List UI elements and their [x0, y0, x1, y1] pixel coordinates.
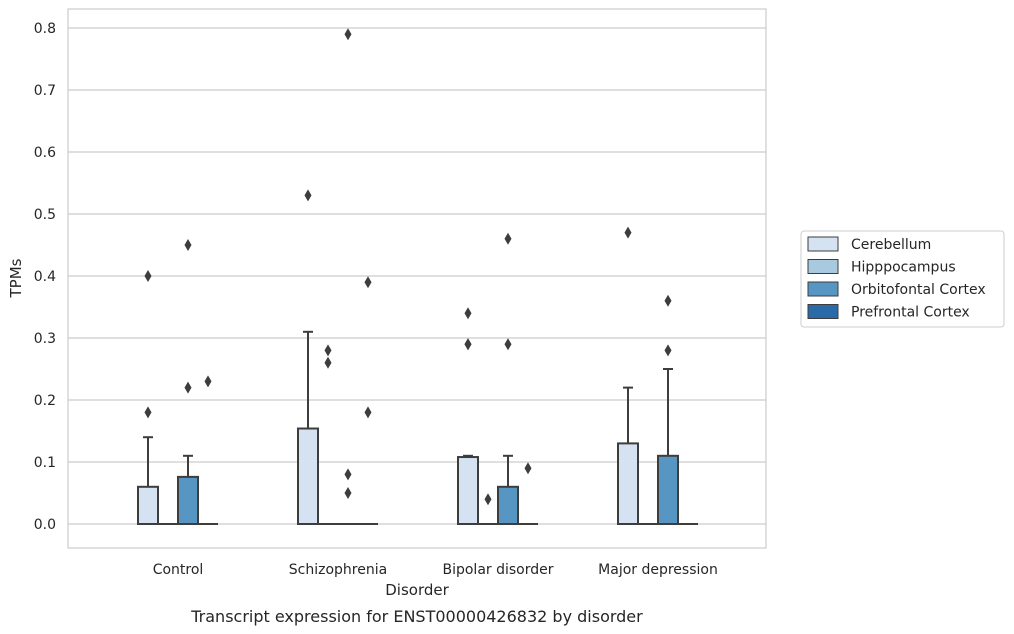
outlier-point	[464, 307, 472, 320]
legend-swatch	[807, 259, 839, 274]
y-tick-labels: 0.0 0.1 0.2 0.3 0.4 0.5 0.6 0.7 0.8	[34, 21, 56, 533]
legend-swatch	[807, 236, 839, 252]
outlier-point	[524, 462, 532, 475]
y-tick-label: 0.6	[34, 145, 56, 161]
outlier-point	[344, 468, 352, 481]
box-body	[657, 454, 679, 525]
outlier-point	[664, 344, 672, 357]
box-body	[137, 485, 159, 525]
outlier-point	[624, 226, 632, 239]
box-body	[497, 485, 519, 525]
outlier-point	[184, 381, 192, 394]
y-tick-label: 0.1	[34, 455, 56, 471]
legend-label: Hipppocampus	[851, 260, 956, 276]
box	[177, 239, 199, 526]
x-tick-label: Bipolar disorder	[442, 562, 553, 578]
series-prefrontal-cortex	[198, 276, 698, 525]
box	[497, 232, 519, 525]
outlier-point	[324, 356, 332, 369]
box	[198, 375, 218, 525]
box-body	[297, 427, 319, 525]
box	[338, 28, 358, 525]
series-orbitofontal-cortex	[177, 28, 679, 526]
outlier-point	[144, 406, 152, 419]
y-tick-label: 0.5	[34, 207, 56, 223]
box-body	[177, 475, 199, 526]
outlier-point	[664, 294, 672, 307]
box	[518, 462, 538, 525]
box-series	[137, 28, 698, 526]
box	[297, 189, 319, 525]
legend-swatch	[807, 304, 839, 319]
box	[478, 493, 498, 525]
figure-caption: Transcript expression for ENST0000042683…	[190, 607, 643, 626]
outlier-point	[484, 493, 492, 506]
series-hipppocampus	[158, 344, 658, 525]
outlier-point	[504, 232, 512, 245]
box-body	[457, 456, 479, 526]
outlier-point	[344, 28, 352, 41]
outlier-point	[364, 276, 372, 289]
outlier-point	[204, 375, 212, 388]
legend-swatch	[807, 281, 839, 297]
x-axis-title: Disorder	[385, 581, 449, 599]
legend-frame	[800, 230, 1005, 328]
outlier-point	[184, 239, 192, 251]
box	[358, 276, 378, 525]
y-tick-label: 0.7	[34, 83, 56, 99]
outlier-point	[504, 338, 512, 351]
box	[318, 344, 338, 525]
outlier-point	[464, 338, 472, 351]
box	[137, 270, 159, 525]
legend-label: Prefrontal Cortex	[851, 305, 970, 321]
x-tick-label: Major depression	[598, 562, 718, 578]
box-body	[617, 442, 639, 525]
y-tick-label: 0.0	[34, 517, 56, 533]
outlier-point	[344, 487, 352, 499]
box	[657, 294, 679, 525]
box	[617, 226, 639, 525]
legend-label: Orbitofontal Cortex	[851, 282, 986, 298]
x-tick-label: Schizophrenia	[289, 562, 387, 578]
legend-label: Cerebellum	[851, 237, 931, 253]
y-tick-label: 0.4	[34, 269, 56, 285]
plot-frame	[67, 8, 767, 549]
outlier-point	[304, 189, 312, 202]
series-cerebellum	[137, 189, 639, 526]
outlier-point	[364, 406, 372, 419]
y-tick-label: 0.3	[34, 331, 56, 347]
box	[457, 307, 479, 526]
legend: Cerebellum Hipppocampus Orbitofontal Corte…	[800, 230, 1005, 328]
outlier-point	[144, 270, 152, 282]
plot-area	[68, 9, 766, 548]
outlier-point	[324, 344, 332, 357]
x-tick-labels: Control Schizophrenia Bipolar disorder Majo…	[153, 562, 718, 578]
x-tick-label: Control	[153, 562, 204, 578]
y-tick-label: 0.8	[34, 21, 56, 37]
y-tick-label: 0.2	[34, 393, 56, 409]
y-axis-title: TPMs	[7, 258, 25, 298]
